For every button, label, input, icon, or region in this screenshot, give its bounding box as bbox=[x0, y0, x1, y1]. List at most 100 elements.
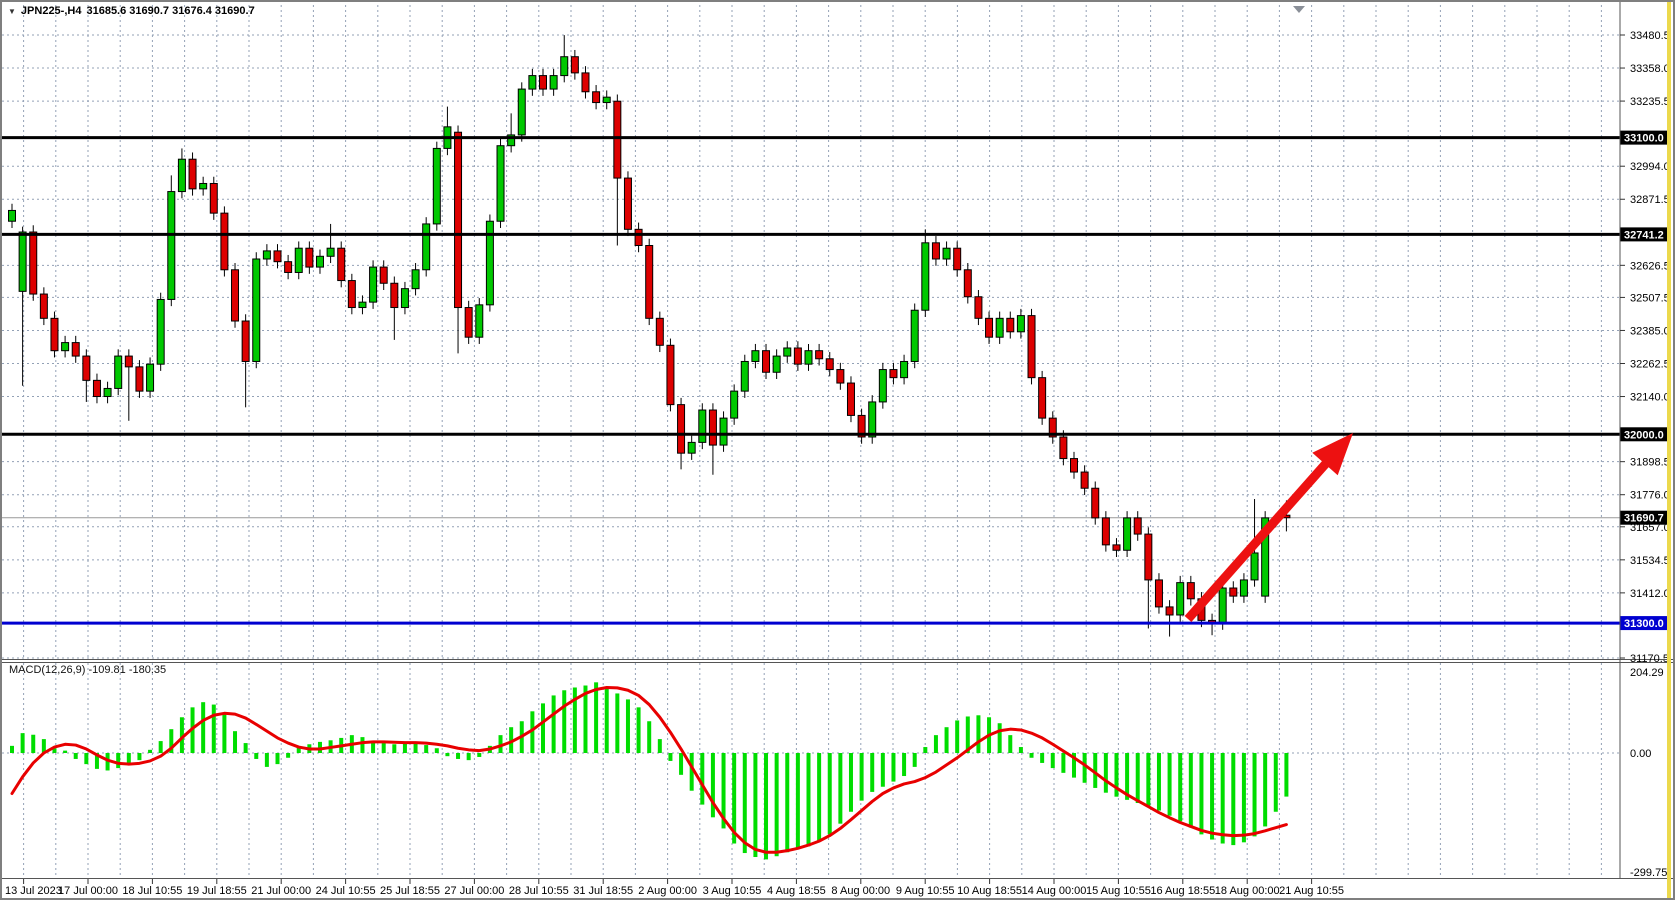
candle bbox=[793, 347, 802, 365]
candle bbox=[262, 250, 271, 260]
candle bbox=[634, 228, 643, 247]
price-tag-label: 33100.0 bbox=[1624, 133, 1664, 145]
candle bbox=[772, 355, 781, 373]
candle bbox=[92, 379, 101, 398]
time-axis-label: 3 Aug 10:55 bbox=[703, 885, 762, 897]
candle bbox=[719, 417, 728, 446]
price-tag bbox=[1620, 227, 1671, 242]
candle bbox=[1006, 317, 1015, 333]
candle bbox=[464, 307, 473, 338]
time-axis-label: 25 Jul 18:55 bbox=[380, 885, 440, 897]
symbol-dropdown-icon[interactable]: ▼ bbox=[8, 6, 16, 16]
time-axis-label: 21 Aug 10:55 bbox=[1279, 885, 1344, 897]
candle bbox=[50, 317, 59, 352]
time-axis-label: 18 Jul 10:55 bbox=[122, 885, 182, 897]
candle bbox=[337, 247, 346, 282]
candle bbox=[82, 355, 91, 381]
candle bbox=[315, 255, 324, 268]
candle bbox=[889, 369, 898, 379]
candle bbox=[836, 369, 845, 384]
candle bbox=[613, 100, 622, 179]
time-axis-label: 4 Aug 18:55 bbox=[767, 885, 826, 897]
candle bbox=[900, 360, 909, 379]
candle bbox=[1059, 436, 1068, 460]
price-tag-label: 32000.0 bbox=[1624, 429, 1664, 441]
candle bbox=[1070, 458, 1078, 473]
candle bbox=[1101, 517, 1110, 546]
candle bbox=[273, 250, 282, 263]
price-tag bbox=[1620, 427, 1671, 442]
candle bbox=[963, 269, 972, 298]
candle bbox=[454, 131, 463, 309]
candle bbox=[560, 56, 569, 77]
time-axis-label: 21 Jul 00:00 bbox=[251, 885, 311, 897]
candle bbox=[422, 223, 431, 271]
macd-signal-line bbox=[10, 685, 1288, 854]
candle bbox=[815, 350, 824, 360]
candle bbox=[284, 261, 293, 273]
price-axis-label: 31776.0 bbox=[1630, 490, 1670, 502]
candle bbox=[18, 231, 27, 292]
candle bbox=[549, 75, 558, 90]
candle bbox=[177, 158, 186, 193]
candle bbox=[910, 309, 919, 362]
candle bbox=[1016, 315, 1025, 333]
macd-scale-top: 204.29 bbox=[1630, 667, 1664, 679]
candle bbox=[698, 409, 707, 443]
time-axis-label: 14 Aug 00:00 bbox=[1022, 885, 1087, 897]
time-axis-label: 28 Jul 10:55 bbox=[509, 885, 569, 897]
time-axis-label: 18 Aug 00:00 bbox=[1215, 885, 1280, 897]
candle bbox=[390, 282, 399, 309]
candle bbox=[400, 288, 409, 309]
candle bbox=[666, 344, 675, 406]
macd-scale-bottom: -299.75 bbox=[1630, 867, 1667, 879]
price-axis-label: 32994.0 bbox=[1630, 161, 1670, 173]
price-axis-label: 33358.0 bbox=[1630, 63, 1670, 75]
price-tag bbox=[1620, 130, 1671, 145]
candles bbox=[8, 35, 1291, 637]
candle bbox=[156, 298, 165, 365]
candle bbox=[740, 360, 749, 392]
chart-shift-marker[interactable] bbox=[1293, 6, 1305, 13]
candle bbox=[241, 320, 250, 362]
candle bbox=[878, 369, 887, 403]
candle bbox=[61, 342, 70, 352]
candle bbox=[687, 441, 696, 454]
candle bbox=[220, 212, 229, 271]
macd-histogram bbox=[10, 682, 1289, 860]
candle bbox=[1239, 579, 1248, 597]
candle bbox=[326, 247, 335, 257]
candle bbox=[39, 293, 48, 319]
time-axis-label: 17 Jul 00:00 bbox=[58, 885, 118, 897]
candle bbox=[496, 145, 505, 222]
price-axis-label: 33235.5 bbox=[1630, 96, 1670, 108]
candle bbox=[1123, 517, 1132, 551]
candle bbox=[1176, 582, 1185, 616]
candle bbox=[804, 350, 813, 365]
candle bbox=[825, 358, 834, 371]
candle bbox=[1165, 606, 1174, 616]
chart-title: ▼ JPN225-,H4 31685.6 31690.7 31676.4 316… bbox=[8, 5, 255, 17]
price-axis-label: 32871.5 bbox=[1630, 194, 1670, 206]
candle bbox=[1091, 487, 1100, 519]
candle bbox=[539, 75, 547, 90]
candle bbox=[114, 355, 123, 389]
time-axis-label: 9 Aug 10:55 bbox=[896, 885, 955, 897]
candle bbox=[8, 209, 16, 222]
price-tag bbox=[1620, 616, 1671, 631]
candle bbox=[199, 182, 208, 190]
symbol-period-label: JPN225-,H4 bbox=[20, 5, 82, 17]
candle bbox=[602, 96, 611, 104]
candle bbox=[252, 258, 261, 362]
candle bbox=[167, 191, 176, 300]
candle bbox=[708, 409, 717, 446]
trend-arrow-shaft[interactable] bbox=[1184, 457, 1333, 622]
candle bbox=[231, 269, 240, 322]
candle bbox=[570, 56, 579, 74]
time-axis-label: 16 Aug 18:55 bbox=[1150, 885, 1215, 897]
price-tag-label: 31690.7 bbox=[1624, 513, 1664, 525]
candle bbox=[868, 401, 877, 438]
candle bbox=[846, 382, 855, 416]
price-axis-label: 32262.5 bbox=[1630, 358, 1670, 370]
